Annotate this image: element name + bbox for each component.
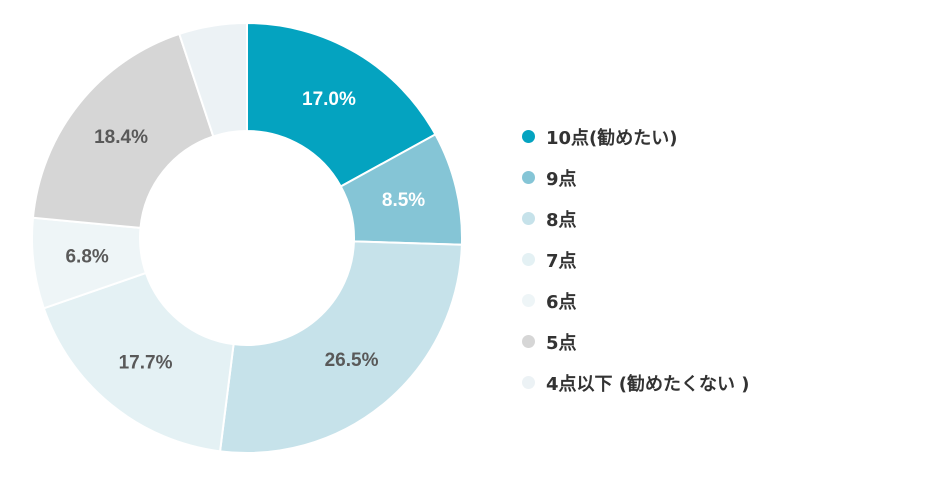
donut-slice-2 <box>218 240 463 454</box>
slice-label-3: 17.7% <box>119 353 173 374</box>
legend-item-0: 10点(勧めたい) <box>522 116 932 157</box>
slice-label-4: 6.8% <box>65 247 108 268</box>
legend-item-4: 6点 <box>522 280 932 321</box>
slice-label-0: 17.0% <box>302 89 356 110</box>
legend-item-5: 5点 <box>522 321 932 362</box>
donut-slice-labels: 17.0% 8.5% 26.5% 17.7% 6.8% 18.4% <box>65 89 425 374</box>
legend-item-1: 9点 <box>522 157 932 198</box>
legend-marker-5 <box>522 335 535 348</box>
legend-marker-2 <box>522 212 535 225</box>
legend-marker-1 <box>522 171 535 184</box>
donut-slice-5 <box>31 32 215 230</box>
slice-label-5: 18.4% <box>94 127 148 148</box>
legend-marker-3 <box>522 253 535 266</box>
legend-label-0: 10点(勧めたい) <box>546 127 678 149</box>
legend-label-5: 5点 <box>546 332 577 354</box>
legend-label-2: 8点 <box>546 209 577 231</box>
slice-label-2: 26.5% <box>325 350 379 371</box>
donut-slice-3 <box>42 271 235 453</box>
legend-marker-4 <box>522 294 535 307</box>
slice-label-1: 8.5% <box>382 190 425 211</box>
donut-slices <box>31 21 463 454</box>
donut-slice-0 <box>246 21 437 188</box>
chart-legend: 10点(勧めたい) 9点 8点 7点 6点 5点 4点以下 (勧めたくない ) <box>522 116 932 403</box>
legend-label-6: 4点以下 (勧めたくない ) <box>546 373 750 395</box>
legend-label-1: 9点 <box>546 168 577 190</box>
legend-item-3: 7点 <box>522 239 932 280</box>
legend-item-6: 4点以下 (勧めたくない ) <box>522 362 932 403</box>
legend-label-4: 6点 <box>546 291 577 313</box>
legend-label-3: 7点 <box>546 250 577 272</box>
legend-item-2: 8点 <box>522 198 932 239</box>
donut-slice-6 <box>178 21 248 138</box>
legend-marker-0 <box>522 130 535 143</box>
legend-marker-6 <box>522 376 535 389</box>
